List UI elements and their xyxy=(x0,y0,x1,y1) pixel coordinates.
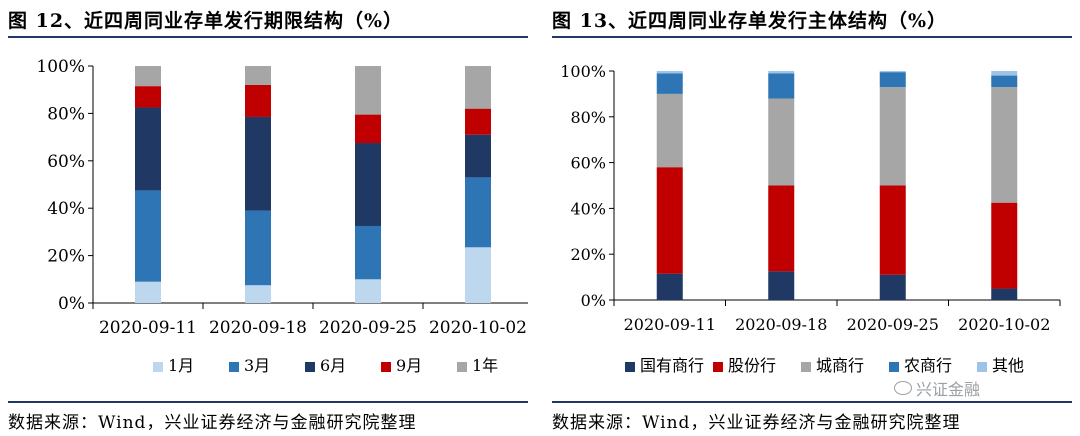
legend-swatch xyxy=(889,362,899,372)
legend-swatch xyxy=(457,362,467,372)
y-tick-label: 40% xyxy=(570,199,606,218)
y-tick-label: 80% xyxy=(47,104,85,124)
y-tick-label: 20% xyxy=(47,247,85,267)
source-rule-right xyxy=(552,401,1072,403)
legend-swatch xyxy=(713,362,723,372)
bar-segment xyxy=(245,116,271,211)
legend-swatch xyxy=(229,362,239,372)
title-rule-right xyxy=(552,36,1072,38)
legend-swatch xyxy=(625,362,635,372)
bar-segment xyxy=(355,225,381,280)
x-tick-label: 2020-10-02 xyxy=(958,315,1050,334)
wechat-icon xyxy=(894,381,912,395)
bar-segment xyxy=(991,75,1018,88)
legend-label: 股份行 xyxy=(728,356,776,375)
x-tick-label: 2020-10-02 xyxy=(429,318,527,338)
legend-swatch xyxy=(153,362,163,372)
data-source-right: 数据来源：Wind，兴业证券经济与金融研究院整理 xyxy=(552,413,961,433)
bar-segment xyxy=(656,167,683,274)
legend-label: 国有商行 xyxy=(640,356,704,375)
bar-segment xyxy=(465,108,491,135)
legend-label: 其他 xyxy=(992,356,1024,375)
bar-segment xyxy=(879,185,906,275)
bar-segment xyxy=(656,93,683,168)
x-tick-label: 2020-09-11 xyxy=(624,315,716,334)
bar-segment xyxy=(465,247,491,303)
legend-swatch xyxy=(305,362,315,372)
bar-segment xyxy=(768,71,795,74)
legend-label: 6月 xyxy=(320,356,346,375)
legend-label: 3月 xyxy=(244,356,270,375)
watermark: 兴证金融 xyxy=(894,376,980,400)
bar-segment xyxy=(656,273,683,300)
bar-segment xyxy=(991,87,1018,203)
bar-segment xyxy=(879,71,906,73)
legend-swatch xyxy=(381,362,391,372)
y-tick-label: 100% xyxy=(560,62,606,81)
title-rule-left xyxy=(8,36,528,38)
bar-segment xyxy=(355,114,381,144)
bar-segment xyxy=(355,66,381,115)
y-tick-label: 20% xyxy=(570,245,606,264)
data-source-left: 数据来源：Wind，兴业证券经济与金融研究院整理 xyxy=(8,413,417,433)
bar-segment xyxy=(465,66,491,109)
legend-label: 1月 xyxy=(168,356,194,375)
bar-segment xyxy=(991,202,1018,289)
watermark-text: 兴证金融 xyxy=(916,380,981,399)
bar-segment xyxy=(135,107,161,191)
bar-segment xyxy=(245,285,271,303)
source-rule-left xyxy=(8,401,528,403)
bar-segment xyxy=(135,281,161,303)
issuer-structure-chart: 0% 20% 40% 60% 80% 100% 2020-09-11 2020-09-18 20… xyxy=(560,62,1061,375)
bar-segment xyxy=(991,71,1018,76)
y-tick-label: 60% xyxy=(47,152,85,172)
y-tick-label: 0% xyxy=(58,294,85,314)
y-tick-label: 80% xyxy=(570,108,606,127)
bar-segment xyxy=(465,134,491,178)
chart-title-right: 图 13、近四周同业存单发行主体结构（%） xyxy=(552,10,948,32)
legend-swatch xyxy=(977,362,987,372)
bar-segment xyxy=(656,71,683,74)
bar-segment xyxy=(355,279,381,303)
bar-segment xyxy=(768,73,795,99)
bar-segment xyxy=(768,185,795,272)
x-tick-label: 2020-09-25 xyxy=(847,315,939,334)
term-structure-chart: 0% 20% 40% 60% 80% 100% 2020-09-11 2020-09-18 20… xyxy=(36,57,528,375)
bar-segment xyxy=(656,73,683,94)
x-tick-label: 2020-09-18 xyxy=(735,315,827,334)
bar-segment xyxy=(991,288,1018,300)
legend-label: 9月 xyxy=(396,356,422,375)
y-tick-label: 60% xyxy=(570,154,606,173)
bar-segment xyxy=(245,210,271,286)
bar-segment xyxy=(245,66,271,85)
bar-segment xyxy=(135,66,161,87)
bar-segment xyxy=(245,84,271,117)
chart-title-left: 图 12、近四周同业存单发行期限结构（%） xyxy=(8,10,404,32)
y-tick-label: 0% xyxy=(581,291,606,310)
bar-segment xyxy=(768,271,795,300)
y-tick-label: 100% xyxy=(36,57,85,77)
bar-segment xyxy=(879,274,906,300)
bar-segment xyxy=(768,98,795,186)
legend-swatch xyxy=(801,362,811,372)
legend-label: 城商行 xyxy=(816,356,864,375)
x-tick-label: 2020-09-11 xyxy=(99,318,197,338)
bar-segment xyxy=(465,177,491,248)
bar-segment xyxy=(135,86,161,108)
bar-segment xyxy=(135,190,161,282)
bar-segment xyxy=(879,87,906,186)
y-tick-label: 40% xyxy=(47,199,85,219)
bar-segment xyxy=(355,143,381,226)
x-tick-label: 2020-09-18 xyxy=(209,318,307,338)
legend-label: 农商行 xyxy=(904,356,952,375)
legend-label: 1年 xyxy=(472,356,498,375)
x-tick-label: 2020-09-25 xyxy=(319,318,417,338)
bar-segment xyxy=(879,72,906,88)
